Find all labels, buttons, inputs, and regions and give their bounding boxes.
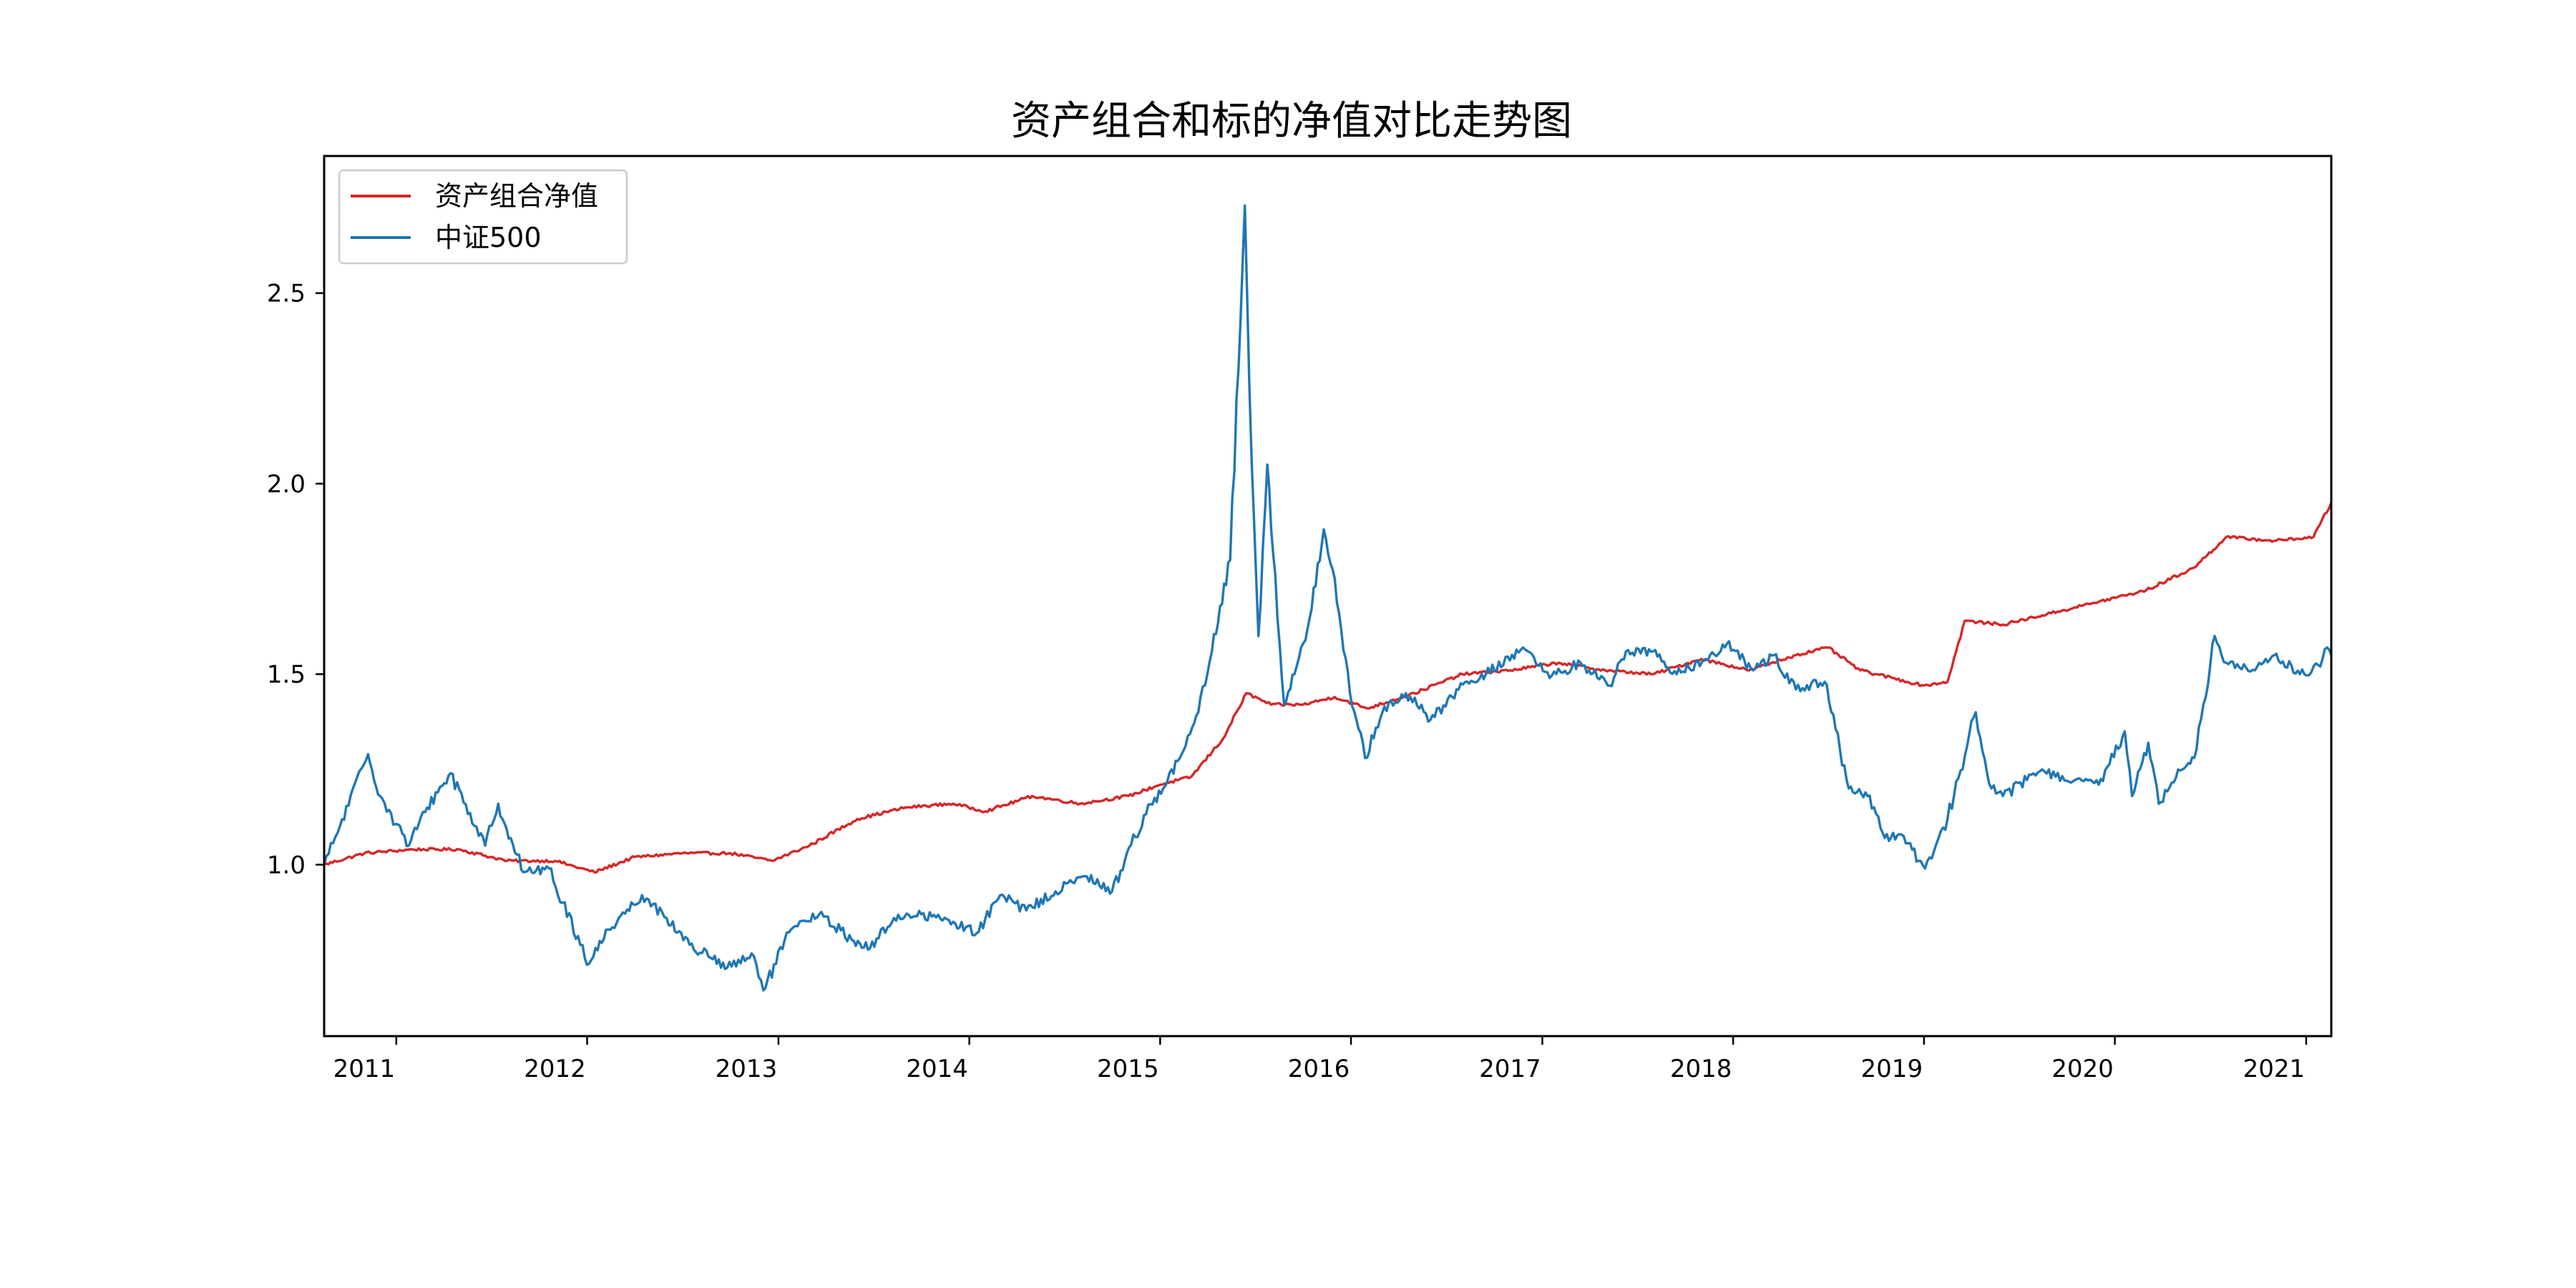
series-layer bbox=[323, 204, 2333, 992]
legend-label-portfolio: 资产组合净值 bbox=[435, 180, 598, 212]
x-tick-label-2016: 2016 bbox=[1288, 1055, 1350, 1083]
legend-label-csi500: 中证500 bbox=[435, 222, 542, 253]
x-tick-label-2020: 2020 bbox=[2051, 1055, 2114, 1083]
legend-box bbox=[338, 169, 628, 265]
y-tick-label-1.5: 1.5 bbox=[267, 660, 306, 689]
series-line-1 bbox=[323, 204, 2333, 992]
x-tick-label-2019: 2019 bbox=[1861, 1055, 1923, 1083]
x-tick-label-2017: 2017 bbox=[1479, 1055, 1541, 1083]
y-tick-label-2.0: 2.0 bbox=[267, 470, 306, 499]
legend: 资产组合净值 中证500 bbox=[338, 169, 628, 265]
plot-frame bbox=[323, 155, 2333, 1038]
x-tick-label-2013: 2013 bbox=[716, 1055, 778, 1083]
y-tick-label-1.0: 1.0 bbox=[267, 851, 306, 879]
x-tick-label-2021: 2021 bbox=[2243, 1055, 2306, 1083]
series-line-0 bbox=[323, 502, 2333, 874]
x-tick-label-2015: 2015 bbox=[1097, 1055, 1159, 1083]
x-tick-label-2012: 2012 bbox=[524, 1055, 586, 1083]
x-tick-label-2014: 2014 bbox=[906, 1055, 968, 1083]
x-axis: 2011 2012 2013 2014 2015 2016 2017 2018 2019 2020… bbox=[333, 1036, 2308, 1083]
chart-title: 资产组合和标的净值对比走势图 bbox=[1011, 98, 1572, 145]
x-tick-label-2011: 2011 bbox=[333, 1055, 396, 1083]
x-tick-label-2018: 2018 bbox=[1670, 1055, 1732, 1083]
y-axis: 1.0 1.5 2.0 2.5 bbox=[267, 280, 324, 879]
y-tick-label-2.5: 2.5 bbox=[267, 280, 306, 308]
